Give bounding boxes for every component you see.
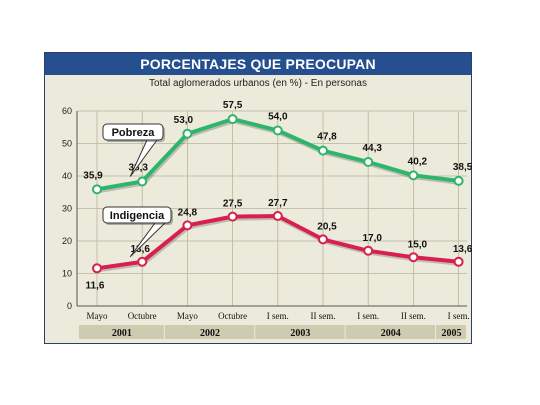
data-point-pobreza [363, 157, 374, 168]
data-label: 11,6 [86, 280, 105, 291]
data-point-indigencia [318, 234, 328, 245]
data-label: 47,8 [317, 132, 337, 143]
y-tick-label: 30 [62, 204, 72, 214]
data-label: 40,2 [408, 156, 428, 167]
data-point-indigencia [92, 263, 102, 274]
x-tick-label: I sem. [267, 311, 289, 321]
data-label: 38,5 [453, 162, 473, 173]
y-tick-label: 40 [62, 171, 72, 181]
year-label: 2003 [290, 328, 310, 339]
data-point-pobreza [227, 114, 238, 125]
y-tick-label: 10 [62, 269, 72, 279]
data-label: 27,5 [223, 199, 243, 210]
series-name-label: Pobreza [112, 127, 156, 139]
y-tick-label: 20 [62, 236, 72, 246]
data-point-pobreza [453, 175, 464, 186]
year-band [255, 325, 345, 339]
year-label: 2002 [200, 328, 220, 339]
data-label: 13,6 [130, 244, 150, 255]
year-label: 2004 [381, 328, 401, 339]
line-chart: 0 10 20 30 40 50 60 Mayo Octubre Mayo Octubre I sem… [62, 100, 473, 339]
data-point-indigencia [363, 245, 374, 256]
data-point-indigencia [137, 256, 148, 267]
chart-subtitle: Total aglomerados urbanos (en %) - En pe… [149, 78, 367, 89]
data-label: 53,0 [174, 115, 194, 126]
data-point-pobreza [318, 145, 328, 156]
year-band [345, 325, 435, 339]
series-callout-pobreza [102, 123, 164, 141]
data-label: 27,7 [268, 198, 288, 209]
x-tick-label: II sem. [311, 311, 336, 321]
series-callout-indigencia [102, 206, 172, 224]
data-label: 57,5 [223, 100, 243, 111]
data-point-indigencia [408, 252, 419, 263]
data-point-indigencia [227, 211, 238, 222]
x-tick-label: I sem. [448, 311, 470, 321]
x-tick-label: I sem. [357, 311, 379, 321]
year-band [164, 325, 255, 339]
data-point-indigencia [182, 220, 193, 231]
data-point-pobreza [408, 170, 419, 181]
chart-panel: PORCENTAJES QUE PREOCUPAN Total aglomera… [44, 52, 473, 344]
x-tick-label: II sem. [401, 311, 426, 321]
data-point-indigencia [272, 210, 283, 221]
y-tick-label: 0 [67, 301, 72, 311]
x-tick-label: Octubre [218, 311, 247, 321]
y-tick-label: 60 [62, 106, 72, 116]
data-point-pobreza [92, 184, 102, 195]
data-point-pobreza [272, 125, 283, 136]
data-label: 38,3 [128, 163, 148, 174]
y-tick-label: 50 [62, 139, 72, 149]
data-label: 20,5 [317, 221, 337, 232]
chart-title: PORCENTAJES QUE PREOCUPAN [45, 53, 471, 75]
series-line-shadow [97, 215, 460, 273]
series-name-label: Indigencia [110, 210, 165, 222]
data-label: 17,0 [362, 233, 382, 244]
x-tick-label: Octubre [128, 311, 157, 321]
data-label: 44,3 [362, 143, 382, 154]
data-label: 13,6 [453, 244, 473, 255]
year-band [436, 325, 466, 339]
year-label: 2001 [112, 328, 132, 339]
x-tick-label: Mayo [87, 311, 108, 321]
data-label: 24,8 [178, 207, 198, 218]
data-point-pobreza [182, 128, 193, 139]
data-label: 54,0 [268, 112, 288, 123]
data-label: 35,9 [83, 170, 103, 181]
data-point-indigencia [453, 256, 464, 267]
data-point-pobreza [137, 176, 148, 187]
data-label: 15,0 [408, 239, 428, 250]
year-label: 2005 [442, 328, 462, 339]
x-tick-label: Mayo [177, 311, 198, 321]
year-band [79, 325, 164, 339]
